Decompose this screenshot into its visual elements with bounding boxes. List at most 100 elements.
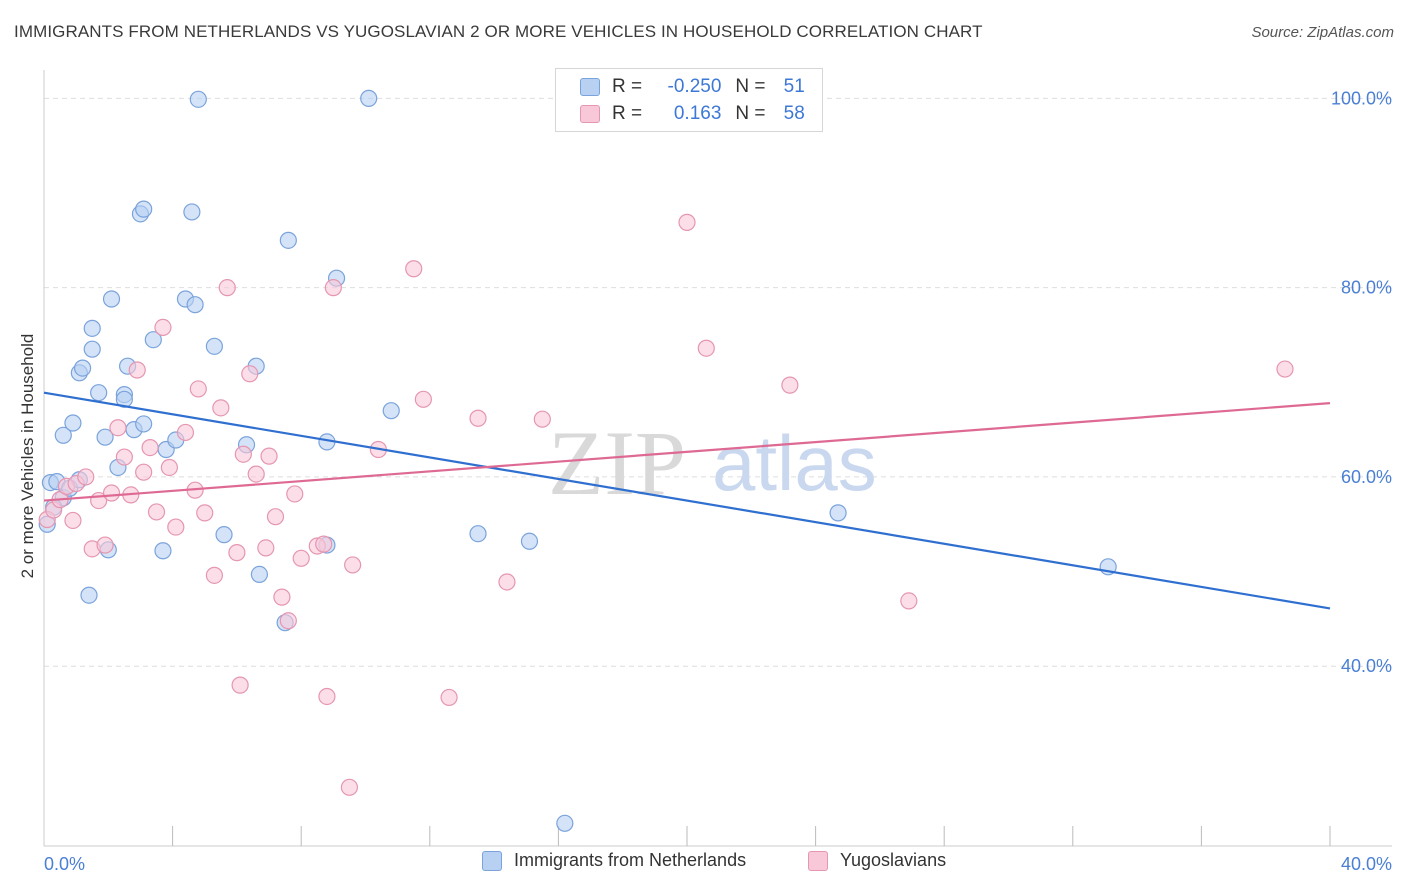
point-yugoslavian bbox=[247, 465, 265, 483]
point-yugoslavian bbox=[344, 556, 362, 574]
watermark-zip: ZIP bbox=[548, 412, 686, 514]
n-label: N = bbox=[735, 76, 766, 97]
point-yugoslavian bbox=[781, 376, 799, 394]
legend-swatch-pink bbox=[580, 105, 600, 123]
y-tick-label: 80.0% bbox=[1341, 278, 1392, 298]
point-yugoslavian bbox=[176, 423, 195, 442]
point-yugoslavian bbox=[64, 511, 82, 530]
r-label: R = bbox=[612, 76, 643, 97]
x-tick-label: 0.0% bbox=[44, 854, 85, 874]
point-yugoslavian bbox=[228, 544, 246, 562]
point-yugoslavian bbox=[900, 592, 918, 610]
legend-swatch-pink bbox=[808, 850, 828, 871]
point-netherlands bbox=[469, 525, 487, 543]
legend-swatch-blue bbox=[580, 78, 600, 96]
trend-line-netherlands bbox=[43, 391, 1331, 610]
legend-label: Immigrants from Netherlands bbox=[514, 850, 747, 870]
chart-title: IMMIGRANTS FROM NETHERLANDS VS YUGOSLAVI… bbox=[14, 22, 983, 41]
point-yugoslavian bbox=[697, 339, 715, 357]
point-netherlands bbox=[115, 390, 133, 408]
point-netherlands bbox=[215, 526, 233, 544]
point-yugoslavian bbox=[469, 409, 487, 427]
point-netherlands bbox=[83, 340, 101, 358]
point-yugoslavian bbox=[218, 279, 236, 297]
point-netherlands bbox=[189, 90, 207, 108]
point-yugoslavian bbox=[414, 390, 432, 408]
point-yugoslavian bbox=[154, 318, 172, 337]
point-netherlands bbox=[144, 331, 162, 349]
point-yugoslavian bbox=[167, 518, 185, 536]
point-netherlands bbox=[183, 203, 201, 221]
series-legend: Immigrants from Netherlands Yugoslavians bbox=[0, 850, 1406, 878]
point-netherlands bbox=[520, 532, 539, 550]
trend-line-yugoslavians bbox=[43, 402, 1331, 502]
legend-label: Yugoslavians bbox=[840, 850, 947, 870]
point-yugoslavian bbox=[102, 484, 121, 502]
point-yugoslavian bbox=[292, 549, 310, 567]
point-netherlands bbox=[360, 89, 378, 107]
gridlines bbox=[44, 97, 1392, 667]
x-tick-label: 40.0% bbox=[1341, 854, 1392, 874]
source-label: Source: ZipAtlas.com bbox=[1251, 24, 1394, 41]
point-yugoslavian bbox=[279, 612, 297, 630]
point-yugoslavian bbox=[340, 778, 359, 796]
point-yugoslavian bbox=[77, 468, 95, 486]
point-netherlands bbox=[279, 231, 297, 249]
n-value: 51 bbox=[783, 76, 805, 97]
legend-item-yugoslavians[interactable]: Yugoslavians bbox=[808, 850, 946, 871]
point-yugoslavian bbox=[260, 447, 278, 465]
tick-labels: 40.0% 60.0% 80.0% 100.0% 0.0% 40.0% bbox=[44, 88, 1392, 874]
y-tick-label: 60.0% bbox=[1341, 467, 1392, 487]
watermark: ZIP atlas bbox=[548, 412, 877, 514]
point-yugoslavian bbox=[678, 213, 696, 231]
point-yugoslavian bbox=[324, 279, 342, 297]
point-yugoslavian bbox=[266, 508, 285, 526]
point-netherlands bbox=[80, 586, 98, 604]
point-yugoslavian bbox=[241, 365, 259, 383]
r-value: 0.163 bbox=[673, 103, 722, 124]
point-netherlands bbox=[382, 402, 400, 420]
data-points bbox=[38, 89, 1294, 832]
point-yugoslavian bbox=[1276, 360, 1294, 378]
stats-row-netherlands: R = -0.250 N = 51 bbox=[580, 76, 805, 98]
trend-lines bbox=[43, 391, 1331, 610]
point-yugoslavian bbox=[96, 536, 114, 554]
legend-item-netherlands[interactable]: Immigrants from Netherlands bbox=[482, 850, 746, 871]
point-yugoslavian bbox=[141, 438, 159, 457]
point-netherlands bbox=[90, 384, 108, 402]
point-yugoslavian bbox=[286, 485, 304, 503]
y-tick-label: 100.0% bbox=[1331, 88, 1392, 108]
n-value: 58 bbox=[783, 103, 805, 124]
point-netherlands bbox=[96, 428, 114, 446]
point-netherlands bbox=[250, 565, 269, 584]
point-netherlands bbox=[135, 200, 153, 218]
point-netherlands bbox=[186, 296, 204, 314]
y-axis-label: 2 or more Vehicles in Household bbox=[18, 333, 37, 579]
point-yugoslavian bbox=[160, 458, 178, 477]
point-yugoslavian bbox=[196, 504, 214, 522]
n-label: N = bbox=[735, 103, 766, 124]
point-netherlands bbox=[829, 504, 847, 522]
stats-row-yugoslavians: R = 0.163 N = 58 bbox=[580, 103, 805, 125]
point-yugoslavian bbox=[405, 260, 423, 278]
point-netherlands bbox=[556, 814, 574, 832]
point-yugoslavian bbox=[231, 676, 249, 694]
point-yugoslavian bbox=[273, 588, 291, 606]
point-yugoslavian bbox=[234, 445, 252, 463]
axes bbox=[43, 70, 1392, 847]
stats-legend: R = -0.250 N = 51 R = 0.163 N = 58 bbox=[555, 68, 823, 132]
point-yugoslavian bbox=[257, 539, 275, 557]
point-yugoslavian bbox=[115, 448, 133, 466]
legend-swatch-blue bbox=[482, 850, 502, 871]
point-yugoslavian bbox=[318, 687, 336, 706]
r-value: -0.250 bbox=[667, 76, 722, 97]
point-yugoslavian bbox=[135, 463, 153, 481]
point-yugoslavian bbox=[315, 535, 333, 553]
y-tick-label: 40.0% bbox=[1341, 656, 1392, 676]
point-netherlands bbox=[154, 542, 172, 560]
point-yugoslavian bbox=[205, 566, 223, 584]
point-netherlands bbox=[135, 415, 153, 433]
point-yugoslavian bbox=[147, 503, 166, 521]
point-yugoslavian bbox=[128, 361, 146, 379]
